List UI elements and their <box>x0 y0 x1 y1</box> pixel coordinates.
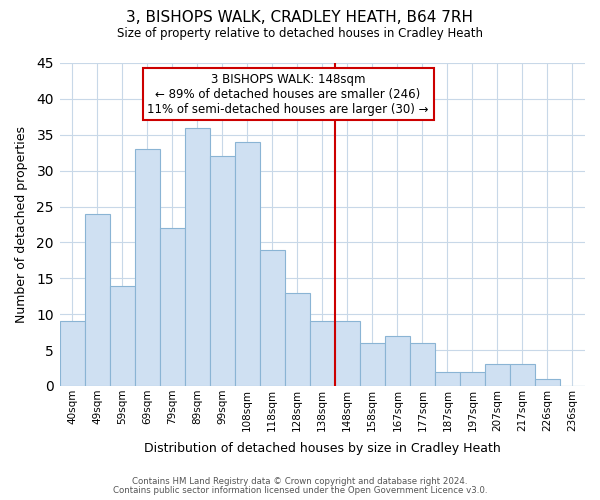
Bar <box>385 336 410 386</box>
Bar <box>485 364 510 386</box>
Bar <box>85 214 110 386</box>
Bar <box>59 322 85 386</box>
X-axis label: Distribution of detached houses by size in Cradley Heath: Distribution of detached houses by size … <box>144 442 500 455</box>
Bar <box>260 250 285 386</box>
Bar <box>360 343 385 386</box>
Text: Contains HM Land Registry data © Crown copyright and database right 2024.: Contains HM Land Registry data © Crown c… <box>132 477 468 486</box>
Bar <box>235 142 260 386</box>
Bar <box>310 322 335 386</box>
Text: 3 BISHOPS WALK: 148sqm
← 89% of detached houses are smaller (246)
11% of semi-de: 3 BISHOPS WALK: 148sqm ← 89% of detached… <box>148 72 429 116</box>
Bar <box>110 286 134 386</box>
Bar <box>435 372 460 386</box>
Bar <box>335 322 360 386</box>
Text: Contains public sector information licensed under the Open Government Licence v3: Contains public sector information licen… <box>113 486 487 495</box>
Text: Size of property relative to detached houses in Cradley Heath: Size of property relative to detached ho… <box>117 28 483 40</box>
Bar <box>285 292 310 386</box>
Bar <box>160 228 185 386</box>
Bar <box>134 149 160 386</box>
Bar <box>185 128 209 386</box>
Bar <box>460 372 485 386</box>
Bar <box>410 343 435 386</box>
Bar <box>535 379 560 386</box>
Bar <box>209 156 235 386</box>
Text: 3, BISHOPS WALK, CRADLEY HEATH, B64 7RH: 3, BISHOPS WALK, CRADLEY HEATH, B64 7RH <box>127 10 473 25</box>
Bar <box>510 364 535 386</box>
Y-axis label: Number of detached properties: Number of detached properties <box>15 126 28 323</box>
